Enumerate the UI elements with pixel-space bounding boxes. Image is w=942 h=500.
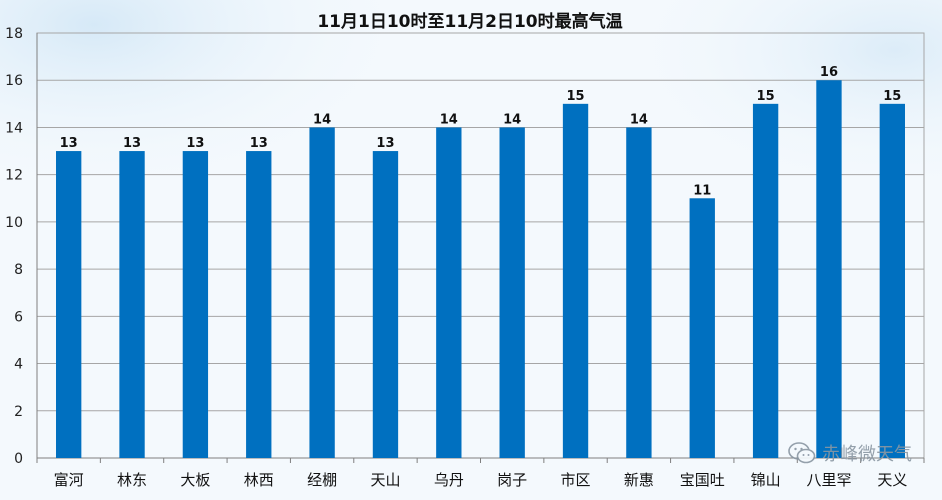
data-label: 15	[566, 89, 584, 104]
y-tick-label: 18	[5, 26, 23, 42]
y-tick-label: 6	[14, 309, 23, 325]
bar	[246, 151, 272, 459]
data-label: 15	[883, 89, 901, 104]
bar	[752, 103, 779, 458]
x-tick-label: 市区	[561, 471, 591, 489]
y-tick-label: 8	[14, 262, 23, 278]
data-label: 13	[186, 136, 204, 151]
bar	[562, 103, 589, 458]
wechat-icon	[788, 442, 816, 464]
data-label: 13	[250, 136, 268, 151]
bar	[879, 103, 905, 458]
x-tick-label: 天山	[370, 471, 400, 489]
data-label: 11	[693, 183, 711, 198]
bar	[372, 151, 399, 459]
y-tick-label: 10	[5, 215, 23, 231]
x-tick-label: 经棚	[307, 471, 337, 489]
x-tick-label: 富河	[54, 471, 84, 489]
x-tick-label: 八里罕	[806, 471, 851, 489]
watermark: 赤峰微天气	[788, 440, 912, 466]
y-tick-label: 14	[5, 120, 23, 136]
data-label: 14	[440, 112, 458, 127]
x-tick-label: 新惠	[624, 471, 654, 489]
x-tick-label: 大板	[180, 471, 210, 489]
data-label: 14	[313, 112, 331, 127]
bar	[816, 80, 842, 458]
y-tick-label: 0	[14, 451, 23, 467]
bar	[626, 127, 652, 458]
data-label: 13	[376, 136, 394, 151]
bar	[119, 151, 145, 459]
y-tick-label: 16	[5, 73, 23, 89]
y-tick-label: 12	[5, 168, 23, 184]
data-label: 14	[503, 112, 521, 127]
x-tick-label: 岗子	[497, 471, 527, 489]
x-tick-label: 乌丹	[434, 471, 464, 489]
bar	[309, 127, 335, 458]
watermark-text: 赤峰微天气	[822, 444, 912, 465]
y-tick-label: 2	[14, 404, 23, 420]
bar	[499, 127, 525, 458]
x-tick-label: 林东	[117, 471, 147, 489]
chart-title: 11月1日10时至11月2日10时最高气温	[317, 11, 622, 32]
x-tick-label: 天义	[877, 471, 907, 489]
bar	[56, 151, 82, 459]
bar	[689, 198, 715, 458]
x-tick-label: 林西	[244, 471, 274, 489]
bar	[182, 151, 209, 459]
data-label: 14	[630, 112, 648, 127]
data-label: 13	[123, 136, 141, 151]
x-tick-label: 宝国吐	[680, 471, 725, 489]
data-label: 16	[820, 65, 838, 80]
data-label: 15	[757, 89, 775, 104]
data-label: 13	[60, 136, 78, 151]
y-tick-label: 4	[14, 357, 23, 373]
x-tick-label: 锦山	[751, 471, 781, 489]
bar	[436, 127, 462, 458]
